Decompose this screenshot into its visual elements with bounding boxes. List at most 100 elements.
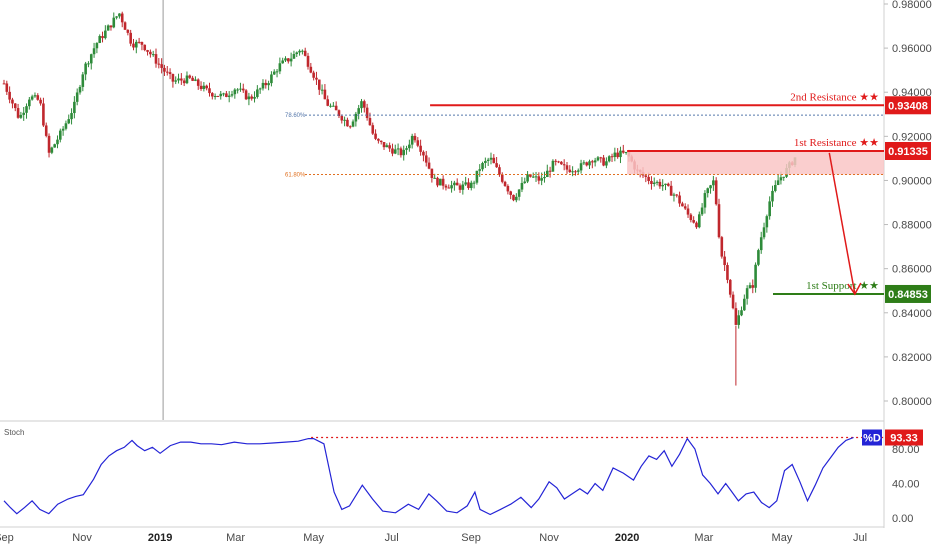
candle-body	[19, 114, 23, 118]
candle-body	[371, 125, 375, 134]
candle-body	[757, 250, 760, 265]
candle-body	[135, 41, 138, 48]
candle-body	[568, 169, 572, 173]
candle-body	[557, 161, 560, 163]
candle-body	[78, 86, 82, 93]
candle-body	[427, 162, 431, 169]
candle-body	[619, 150, 622, 158]
candle-body	[295, 52, 299, 55]
candle-body	[28, 99, 31, 107]
candle-body	[779, 177, 783, 181]
candle-body	[439, 178, 442, 186]
candle-body	[562, 164, 566, 166]
candle-body	[610, 156, 614, 158]
candle-body	[70, 113, 73, 120]
stoch-y-tick-label: 40.00	[892, 479, 920, 491]
candle-body	[582, 162, 586, 164]
candle-body	[506, 185, 510, 192]
candle-body	[47, 135, 51, 153]
level-label: 1st Support ★★	[806, 280, 879, 292]
candle-body	[208, 88, 211, 94]
candle-body	[689, 214, 693, 221]
candle-body	[675, 194, 679, 196]
candle-body	[391, 148, 394, 154]
candle-body	[115, 16, 118, 18]
candle-body	[585, 162, 588, 166]
candle-body	[734, 308, 738, 325]
candle-body	[180, 78, 183, 81]
candle-body	[720, 237, 724, 257]
candle-body	[247, 96, 251, 100]
stoch-value-badge	[885, 429, 923, 446]
candle-body	[613, 152, 617, 157]
candle-body	[337, 110, 341, 117]
candle-body	[453, 182, 456, 186]
candle-body	[157, 63, 161, 65]
candle-body	[740, 310, 743, 316]
candle-body	[605, 161, 608, 166]
candle-body	[540, 178, 543, 181]
candle-body	[33, 95, 37, 97]
candle-body	[225, 93, 228, 98]
candle-body	[551, 160, 555, 172]
candle-body	[658, 181, 662, 187]
candle-body	[424, 155, 428, 163]
candle-body	[289, 58, 293, 62]
candle-body	[408, 144, 411, 149]
candle-body	[624, 152, 628, 154]
candle-body	[112, 17, 116, 28]
candle-body	[81, 74, 85, 87]
stoch-series-badge	[862, 429, 882, 446]
candle-body	[500, 174, 504, 182]
candle-body	[430, 168, 434, 178]
stoch-y-tick-label: 0.00	[892, 513, 913, 525]
candle-body	[8, 91, 11, 100]
candle-body	[171, 74, 175, 82]
y-tick-label: 0.88000	[892, 220, 932, 232]
candle-body	[188, 75, 192, 78]
candle-body	[42, 103, 45, 126]
stoch-series-badge-text: %D	[863, 433, 881, 445]
candle-body	[450, 185, 453, 189]
candle-body	[503, 181, 507, 186]
candle-body	[745, 288, 749, 299]
candle-body	[16, 108, 20, 118]
candle-body	[377, 138, 380, 141]
candle-body	[61, 128, 65, 131]
candle-body	[607, 156, 611, 162]
candle-body	[137, 41, 141, 43]
candle-body	[261, 82, 265, 89]
candle-body	[385, 145, 389, 148]
candle-body	[11, 99, 14, 104]
time-axis: Sep Nov 2019 Mar May Jul Sep Nov 2020 Mar May Jul	[0, 532, 867, 544]
candle-body	[326, 99, 330, 106]
candle-body	[706, 188, 710, 194]
candle-body	[413, 135, 417, 141]
candle-body	[244, 90, 248, 100]
candle-body	[256, 89, 259, 97]
candle-body	[351, 121, 355, 127]
candle-body	[422, 151, 425, 156]
candle-body	[652, 182, 656, 184]
candle-body	[233, 89, 237, 95]
candle-body	[543, 177, 546, 179]
candle-body	[773, 185, 777, 191]
candle-body	[143, 44, 147, 51]
candle-body	[616, 152, 619, 158]
candle-body	[458, 185, 462, 190]
candle-body	[281, 60, 284, 64]
candle-body	[683, 206, 687, 209]
candle-body	[98, 36, 102, 43]
grid	[0, 0, 885, 528]
chart-overlays: 78.60% 61.80% 2nd Resistance ★★ 0.93408 1st …	[285, 91, 931, 303]
candle-body	[712, 180, 715, 186]
candle-body	[441, 178, 445, 186]
level-price-badge	[885, 142, 931, 161]
candle-body	[194, 79, 197, 81]
candle-body	[731, 294, 735, 309]
candle-body	[509, 191, 512, 195]
candle-body	[455, 182, 459, 186]
candle-body	[126, 29, 130, 33]
candle-body	[36, 95, 40, 100]
